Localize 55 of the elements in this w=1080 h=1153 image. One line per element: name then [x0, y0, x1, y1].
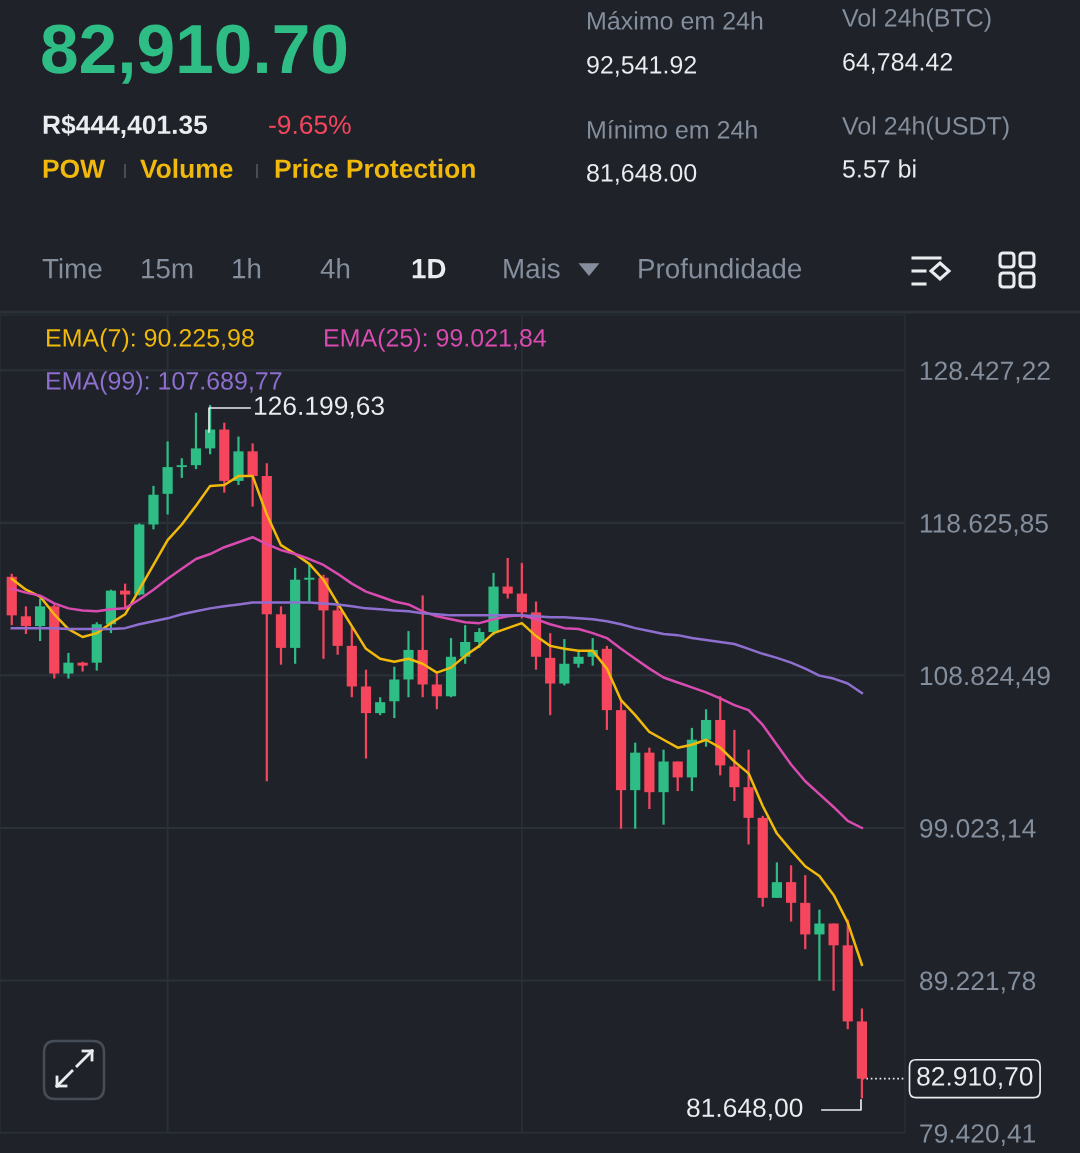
candlestick — [700, 708, 712, 748]
candlestick — [431, 672, 442, 711]
candlestick — [672, 760, 683, 793]
candlestick — [176, 457, 187, 480]
text: POW — [43, 159, 106, 179]
ref-line-label: 82.910,70 — [917, 1067, 1033, 1089]
y-tick-label: 128.427,22 — [920, 361, 1050, 384]
annotation: 81.648,00 — [687, 1098, 803, 1121]
text: 1h — [233, 258, 261, 279]
y-tick-label: 89.221,78 — [920, 971, 1036, 994]
text: EMA(25): 99.021,84 — [325, 328, 547, 352]
candlestick — [205, 403, 216, 456]
text: 81,648.00 — [587, 164, 697, 185]
text: Time — [42, 258, 102, 279]
candlestick — [502, 556, 513, 600]
text: 64,784.42 — [843, 53, 952, 74]
y-tick-label: 79.420,41 — [920, 1124, 1035, 1146]
candlestick — [20, 605, 32, 636]
text: EMA(99): 107.689,77 — [47, 371, 282, 395]
candlestick — [190, 411, 202, 471]
text: Profundidade — [639, 258, 802, 279]
line-series — [10, 601, 864, 695]
candlestick — [785, 864, 797, 923]
text: 92,541.92 — [587, 56, 696, 77]
text: 4h — [320, 258, 350, 279]
candlestick — [389, 665, 400, 720]
candlestick — [729, 728, 740, 803]
text: Volume — [140, 158, 233, 179]
annotation: 126.199,63 — [255, 396, 384, 419]
candlestick — [63, 651, 74, 680]
text: R$444,401.35 — [43, 114, 208, 138]
text: Price Protection — [275, 158, 475, 179]
y-tick-label: 108.824,49 — [920, 666, 1050, 689]
candlestick — [559, 637, 570, 687]
y-tick-label: 118.625,85 — [920, 513, 1048, 536]
chart-title: 82,910.70 — [42, 24, 347, 84]
text: Vol 24h(USDT) — [842, 116, 1009, 140]
candlestick — [516, 561, 527, 620]
text: Mais — [504, 258, 560, 279]
y-tick-label: 99.023,14 — [920, 819, 1036, 841]
text: -9.65% — [269, 115, 351, 135]
text: 1D — [412, 259, 446, 279]
candlestick — [474, 627, 485, 650]
candlestick — [77, 660, 88, 673]
text: 5.57 bi — [843, 159, 916, 178]
candlestick — [304, 563, 315, 603]
text: Vol 24h(BTC) — [842, 8, 991, 32]
text: 15m — [142, 259, 193, 279]
candlestick — [814, 908, 825, 982]
candlestick — [35, 597, 46, 643]
candlestick — [771, 861, 783, 899]
text: EMA(7): 90.225,98 — [47, 328, 254, 352]
text: Máximo em 24h — [588, 11, 763, 30]
text: Mínimo em 24h — [588, 120, 757, 139]
candlestick — [828, 922, 839, 992]
